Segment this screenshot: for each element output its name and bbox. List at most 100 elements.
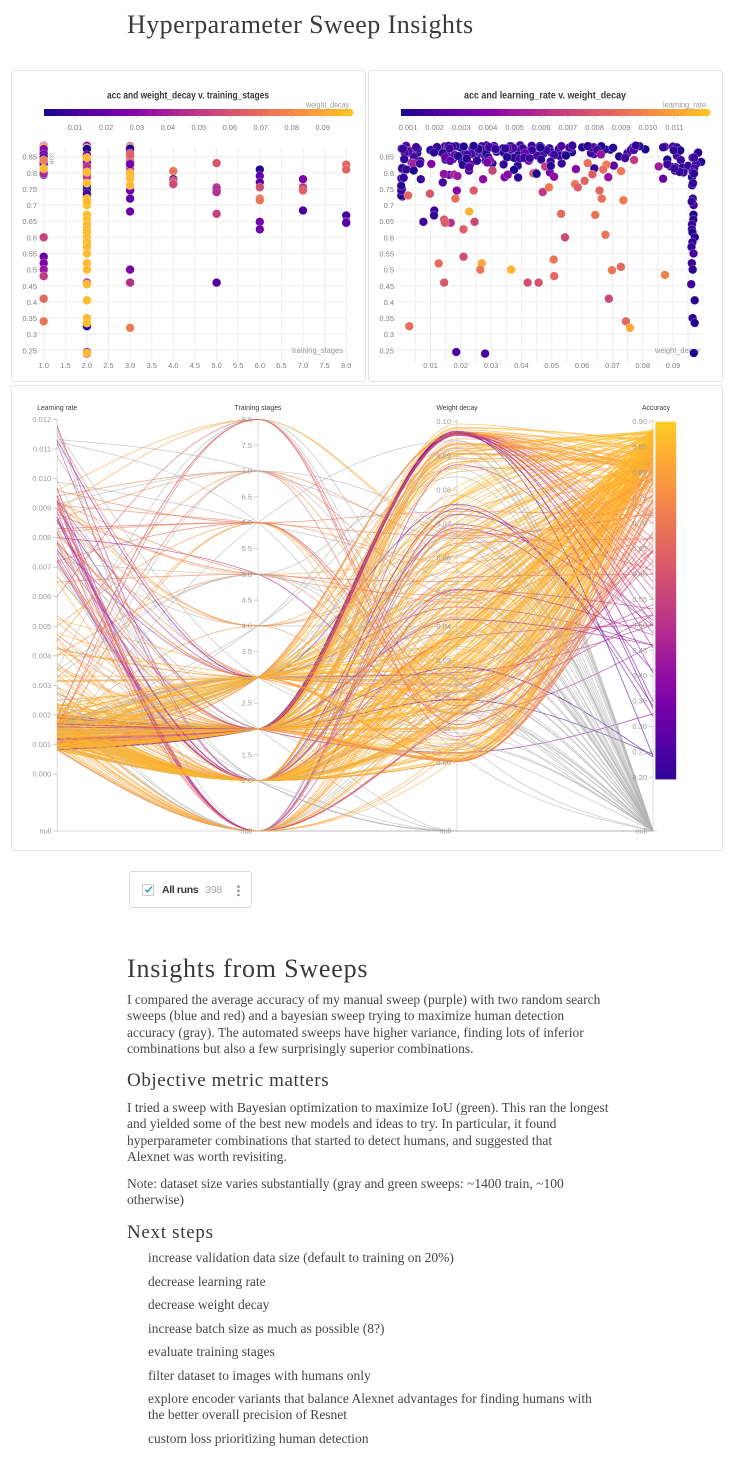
svg-text:0.009: 0.009 [612, 123, 631, 132]
svg-text:0.25: 0.25 [379, 346, 394, 355]
svg-text:1.0: 1.0 [242, 776, 252, 785]
svg-text:0.75: 0.75 [22, 185, 37, 194]
svg-text:2.5: 2.5 [103, 361, 113, 370]
svg-text:0.4: 0.4 [384, 298, 394, 307]
svg-text:0.3: 0.3 [384, 330, 394, 339]
svg-text:0.010: 0.010 [638, 123, 657, 132]
svg-text:null: null [635, 827, 647, 836]
svg-text:0.03: 0.03 [130, 123, 145, 132]
svg-text:Accuracy: Accuracy [642, 403, 670, 412]
svg-text:8.0: 8.0 [242, 415, 252, 424]
svg-text:0.30: 0.30 [632, 722, 647, 731]
svg-text:0.03: 0.03 [484, 361, 499, 370]
svg-text:4.0: 4.0 [242, 621, 252, 630]
svg-text:Weight decay: Weight decay [437, 403, 478, 412]
svg-text:7.0: 7.0 [242, 467, 252, 476]
svg-text:0.08: 0.08 [436, 485, 451, 494]
svg-text:0.005: 0.005 [505, 123, 524, 132]
svg-text:0.40: 0.40 [632, 671, 647, 680]
svg-text:0.01: 0.01 [436, 724, 451, 733]
svg-text:2.0: 2.0 [242, 725, 252, 734]
svg-text:0.20: 0.20 [632, 773, 647, 782]
svg-text:1.5: 1.5 [242, 750, 252, 759]
svg-text:0.008: 0.008 [32, 533, 51, 542]
svg-text:1.5: 1.5 [60, 361, 70, 370]
svg-text:0.85: 0.85 [22, 153, 37, 162]
svg-text:0.09: 0.09 [315, 123, 330, 132]
svg-text:0.3: 0.3 [27, 330, 37, 339]
svg-text:4.5: 4.5 [242, 596, 252, 605]
svg-text:5.5: 5.5 [242, 544, 252, 553]
svg-text:0.05: 0.05 [544, 361, 559, 370]
svg-text:0.08: 0.08 [284, 123, 299, 132]
svg-text:2.0: 2.0 [82, 361, 92, 370]
svg-text:0.8: 0.8 [384, 169, 394, 178]
svg-text:0.25: 0.25 [22, 346, 37, 355]
svg-text:0.04: 0.04 [514, 361, 529, 370]
svg-text:1.0: 1.0 [38, 361, 48, 370]
svg-text:0.75: 0.75 [632, 493, 647, 502]
svg-text:0.07: 0.07 [436, 520, 451, 529]
svg-text:0.55: 0.55 [22, 250, 37, 259]
svg-text:0.006: 0.006 [532, 123, 551, 132]
svg-text:0.35: 0.35 [379, 314, 394, 323]
svg-text:0.05: 0.05 [436, 588, 451, 597]
svg-text:7.5: 7.5 [242, 441, 252, 450]
svg-text:acc: acc [47, 153, 56, 165]
svg-text:0.003: 0.003 [32, 681, 51, 690]
svg-text:weight_decay: weight_decay [654, 346, 700, 355]
svg-text:0.55: 0.55 [379, 250, 394, 259]
svg-text:6.0: 6.0 [242, 518, 252, 527]
svg-text:6.0: 6.0 [255, 361, 265, 370]
svg-text:7.0: 7.0 [298, 361, 308, 370]
svg-text:learning_rate: learning_rate [663, 101, 707, 110]
svg-text:0.85: 0.85 [632, 443, 647, 452]
svg-text:0.00: 0.00 [436, 758, 451, 767]
svg-text:0.10: 0.10 [436, 417, 451, 426]
svg-text:0.007: 0.007 [558, 123, 577, 132]
svg-text:0.7: 0.7 [384, 201, 394, 210]
svg-text:0.03: 0.03 [436, 656, 451, 665]
svg-text:0.01: 0.01 [68, 123, 83, 132]
svg-text:0.000: 0.000 [32, 770, 51, 779]
svg-text:0.45: 0.45 [632, 646, 647, 655]
svg-text:0.45: 0.45 [379, 282, 394, 291]
svg-text:acc and weight_decay v. traini: acc and weight_decay v. training_stages [107, 90, 269, 102]
svg-text:0.02: 0.02 [99, 123, 114, 132]
svg-text:0.06: 0.06 [436, 554, 451, 563]
svg-text:5.0: 5.0 [211, 361, 221, 370]
svg-text:Training stages: Training stages [235, 403, 282, 412]
svg-text:3.0: 3.0 [242, 673, 252, 682]
svg-text:3.0: 3.0 [125, 361, 135, 370]
svg-text:0.07: 0.07 [605, 361, 620, 370]
svg-text:2.5: 2.5 [242, 699, 252, 708]
svg-text:null: null [40, 827, 52, 836]
svg-text:0.65: 0.65 [632, 544, 647, 553]
svg-text:0.80: 0.80 [632, 468, 647, 477]
svg-text:0.011: 0.011 [665, 123, 683, 132]
svg-text:0.5: 0.5 [384, 266, 394, 275]
svg-text:0.35: 0.35 [22, 314, 37, 323]
svg-text:0.55: 0.55 [632, 595, 647, 604]
svg-text:0.60: 0.60 [632, 570, 647, 579]
svg-text:0.006: 0.006 [32, 592, 51, 601]
svg-text:0.001: 0.001 [399, 123, 418, 132]
svg-text:0.04: 0.04 [436, 622, 451, 631]
svg-text:6.5: 6.5 [242, 492, 252, 501]
svg-text:0.25: 0.25 [632, 747, 647, 756]
svg-text:0.002: 0.002 [32, 710, 51, 719]
svg-text:0.011: 0.011 [33, 445, 51, 454]
svg-text:weight_decay: weight_decay [305, 101, 349, 110]
svg-text:0.50: 0.50 [632, 620, 647, 629]
svg-text:0.05: 0.05 [191, 123, 206, 132]
svg-text:0.09: 0.09 [666, 361, 681, 370]
svg-text:4.5: 4.5 [190, 361, 200, 370]
svg-text:0.4: 0.4 [27, 298, 37, 307]
svg-text:0.85: 0.85 [379, 153, 394, 162]
svg-text:0.8: 0.8 [27, 169, 37, 178]
svg-text:5.0: 5.0 [242, 570, 252, 579]
svg-text:0.010: 0.010 [32, 474, 51, 483]
svg-text:0.07: 0.07 [253, 123, 268, 132]
svg-text:0.008: 0.008 [585, 123, 604, 132]
svg-text:3.5: 3.5 [146, 361, 156, 370]
